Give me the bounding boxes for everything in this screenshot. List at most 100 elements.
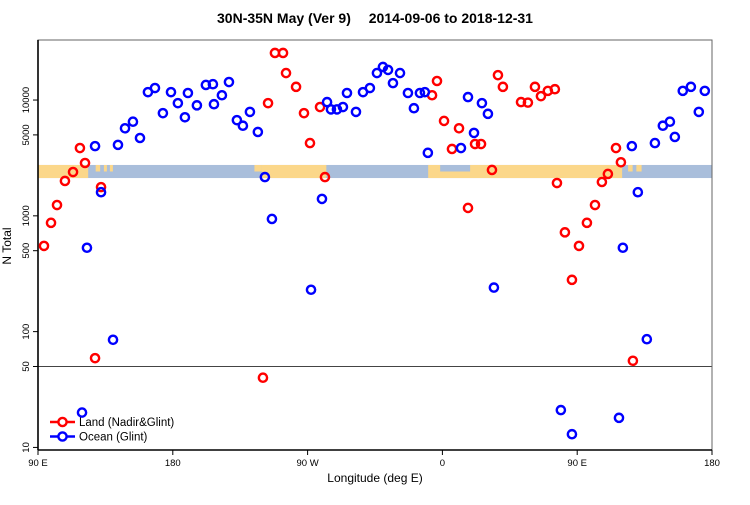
data-point-ocean <box>223 76 235 88</box>
data-point-ocean <box>641 333 653 345</box>
data-point-ocean <box>81 242 93 254</box>
axis-ticks-layer: 90 E 180 90 W 0 90 E 180 10 50 100 500 1000 5000 100… <box>21 87 720 469</box>
x-tick-label: 90 W <box>297 458 319 469</box>
x-tick-label: 0 <box>440 458 445 469</box>
data-point-ocean <box>699 85 711 97</box>
legend-marker-circle <box>57 431 68 442</box>
data-point-ocean <box>419 86 431 98</box>
data-point-land <box>581 217 593 229</box>
data-point-ocean <box>402 87 414 99</box>
data-point-land <box>589 199 601 211</box>
data-point-land <box>277 47 289 59</box>
data-point-ocean <box>664 116 676 128</box>
data-point-ocean <box>617 242 629 254</box>
data-point-ocean <box>112 139 124 151</box>
data-point-ocean <box>149 82 161 94</box>
data-point-ocean <box>182 87 194 99</box>
x-tick-label: 180 <box>165 458 181 469</box>
plot-frame-layer <box>37 39 713 451</box>
data-point-ocean <box>172 97 184 109</box>
data-point-land <box>551 177 563 189</box>
data-point-land <box>314 101 326 113</box>
data-point-land <box>627 355 639 367</box>
data-point-land <box>298 107 310 119</box>
chart-title: 30N-35N May (Ver 9) 2014-09-06 to 2018-1… <box>217 10 533 26</box>
data-point-ocean <box>685 81 697 93</box>
legend-item-label: Ocean (Glint) <box>79 432 148 444</box>
data-point-ocean <box>468 127 480 139</box>
data-point-ocean <box>382 64 394 76</box>
data-point-land <box>596 176 608 188</box>
data-point-ocean <box>95 186 107 198</box>
y-tick-label: 1000 <box>21 205 32 226</box>
data-point-land <box>431 75 443 87</box>
data-point-land <box>45 217 57 229</box>
data-point-ocean <box>341 87 353 99</box>
data-point-ocean <box>179 111 191 123</box>
data-points-layer <box>38 47 711 440</box>
data-point-ocean <box>89 140 101 152</box>
data-point-ocean <box>76 407 88 418</box>
data-point-ocean <box>414 87 426 99</box>
map-band-land-segment <box>254 164 262 172</box>
y-axis-label: N Total <box>0 227 14 264</box>
data-point-land <box>438 115 450 127</box>
data-point-ocean <box>331 104 343 115</box>
data-point-land <box>304 137 316 149</box>
legend-marker-circle <box>57 416 68 428</box>
data-point-ocean <box>259 171 271 183</box>
data-point-land <box>59 175 71 187</box>
data-point-land <box>446 143 458 155</box>
data-point-ocean <box>325 104 337 115</box>
data-point-ocean <box>237 120 249 132</box>
data-point-ocean <box>482 108 494 120</box>
data-point-ocean <box>350 106 362 118</box>
data-point-land <box>566 274 578 286</box>
data-point-land <box>95 181 107 193</box>
data-point-land <box>51 199 63 211</box>
data-point-land <box>319 171 331 183</box>
map-band-land-segment <box>261 164 327 179</box>
legend: Land (Nadir&Glint) Ocean (Glint) <box>50 416 174 444</box>
map-band-land-segment <box>470 164 623 172</box>
data-point-ocean <box>119 123 131 134</box>
data-point-land <box>529 81 541 93</box>
data-point-ocean <box>422 147 434 159</box>
data-point-land <box>469 138 481 150</box>
data-point-land <box>290 81 302 93</box>
map-band-land-segment <box>428 171 623 179</box>
data-point-land <box>515 96 527 108</box>
data-point-ocean <box>127 116 139 128</box>
data-point-ocean <box>693 106 705 118</box>
data-point-land <box>453 123 465 134</box>
map-band-land-segment <box>428 164 441 172</box>
data-point-ocean <box>476 97 488 109</box>
data-point-land <box>497 81 509 93</box>
data-point-land <box>559 227 571 238</box>
map-band-land-segment <box>628 164 633 172</box>
data-point-land <box>74 142 86 154</box>
data-point-ocean <box>191 100 203 111</box>
data-point-ocean <box>566 428 578 440</box>
data-point-ocean <box>371 67 383 79</box>
data-point-ocean <box>316 193 328 205</box>
map-band-land-segment <box>109 164 113 172</box>
data-point-ocean <box>244 106 256 118</box>
y-tick-label: 100 <box>21 324 32 340</box>
x-tick-label: 90 E <box>28 458 48 469</box>
data-point-ocean <box>157 107 169 119</box>
data-point-land <box>615 156 627 168</box>
data-point-ocean <box>207 78 219 90</box>
map-band-layer <box>38 164 712 179</box>
data-point-land <box>535 90 547 102</box>
data-point-land <box>486 164 498 176</box>
data-point-land <box>610 142 622 154</box>
data-point-ocean <box>488 282 500 293</box>
data-point-land <box>67 166 79 178</box>
data-point-land <box>89 352 101 364</box>
map-band-land-segment <box>95 164 101 172</box>
data-point-ocean <box>266 213 278 225</box>
data-point-ocean <box>364 82 376 94</box>
data-point-land <box>262 97 274 109</box>
data-point-land <box>573 240 585 252</box>
